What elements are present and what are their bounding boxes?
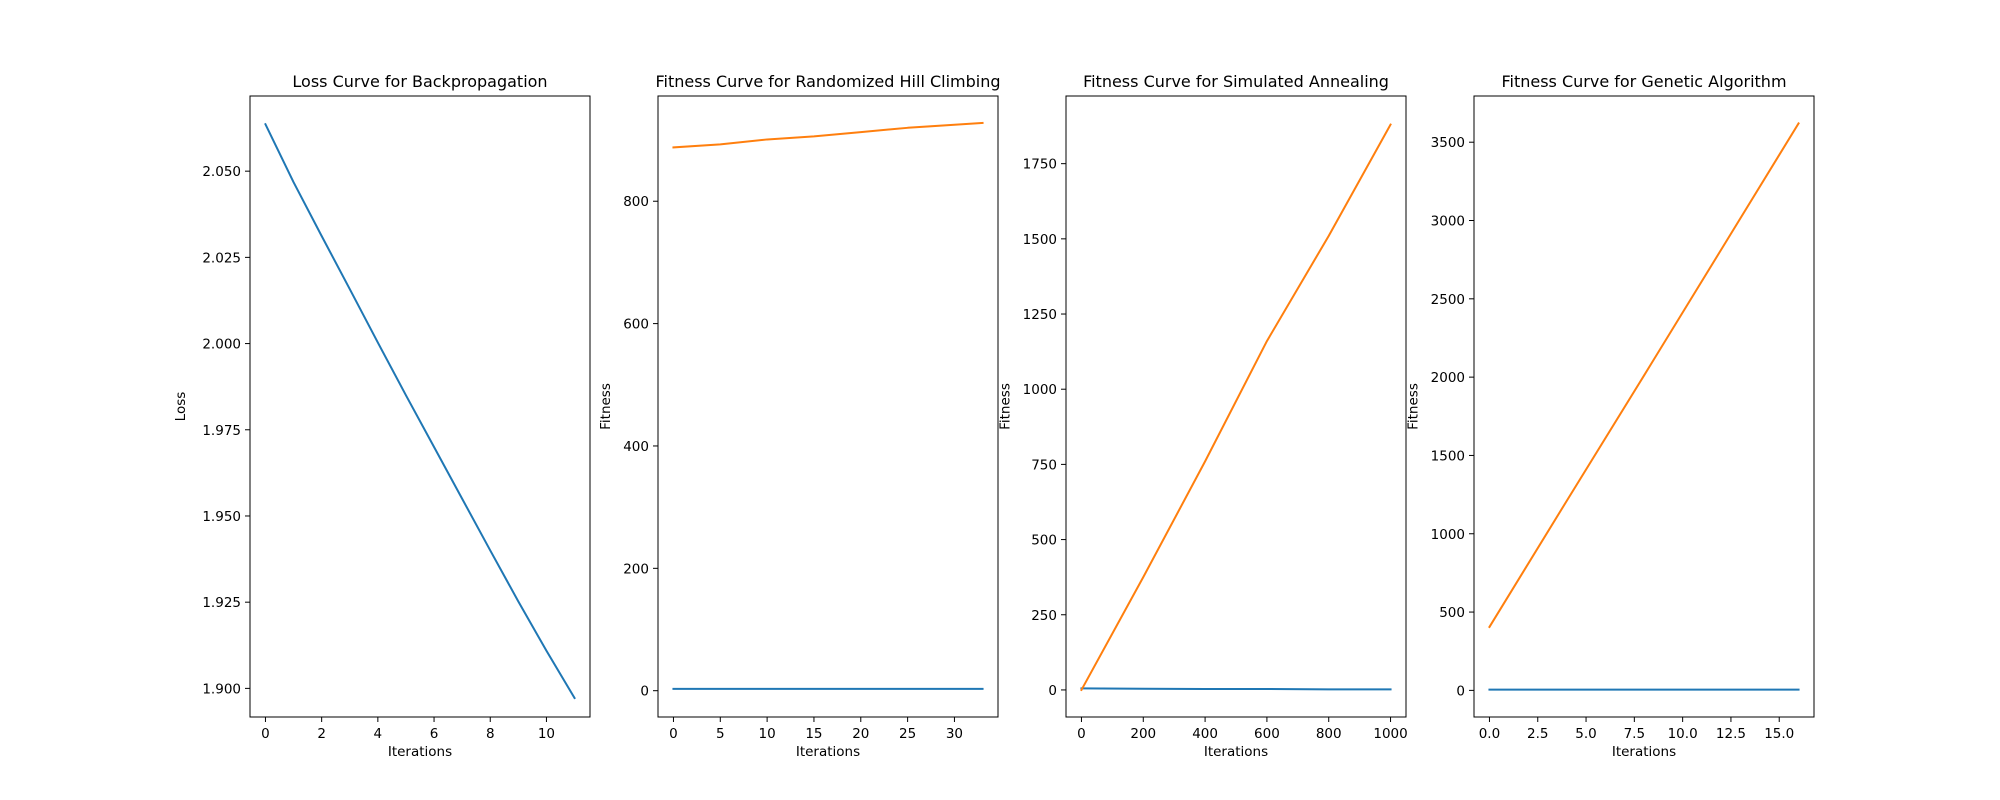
y-tick-label: 2000 <box>1431 370 1465 386</box>
y-tick-label: 1.900 <box>202 681 241 697</box>
x-tick-label: 200 <box>1130 726 1156 742</box>
y-tick-label: 1250 <box>1023 307 1057 323</box>
y-tick-label: 750 <box>1031 457 1057 473</box>
x-tick-label: 400 <box>1192 726 1218 742</box>
y-axis-label: Loss <box>173 392 189 422</box>
x-tick-label: 1000 <box>1373 726 1407 742</box>
x-tick-label: 800 <box>1316 726 1342 742</box>
x-axis-label: Iterations <box>1612 744 1676 760</box>
y-tick-label: 1500 <box>1431 448 1465 464</box>
x-axis-label: Iterations <box>388 744 452 760</box>
x-tick-label: 0 <box>669 726 678 742</box>
plot-frame <box>249 95 591 718</box>
series-line-1 <box>264 122 576 700</box>
x-tick-label: 15.0 <box>1764 726 1794 742</box>
x-tick-label: 4 <box>374 726 383 742</box>
y-tick-label: 1750 <box>1023 157 1057 173</box>
plot-frame <box>1473 95 1815 718</box>
y-tick-label: 500 <box>1031 533 1057 549</box>
series-line-1 <box>1080 687 1392 691</box>
y-tick-label: 200 <box>623 561 649 577</box>
series-line-2 <box>672 121 984 149</box>
x-tick-label: 2 <box>317 726 326 742</box>
chart-title: Fitness Curve for Simulated Annealing <box>1083 72 1389 91</box>
y-tick-label: 500 <box>1439 605 1465 621</box>
y-tick-label: 1.975 <box>202 423 241 439</box>
y-axis-label: Fitness <box>598 383 614 430</box>
x-tick-label: 6 <box>430 726 439 742</box>
x-tick-label: 30 <box>946 726 963 742</box>
y-tick-label: 2.050 <box>202 164 241 180</box>
x-tick-label: 12.5 <box>1716 726 1746 742</box>
y-tick-label: 3000 <box>1431 214 1465 230</box>
y-tick-label: 800 <box>623 194 649 210</box>
x-tick-label: 2.5 <box>1527 726 1548 742</box>
y-tick-label: 0 <box>1456 683 1465 699</box>
chart-title: Fitness Curve for Genetic Algorithm <box>1501 72 1786 91</box>
x-tick-label: 5.0 <box>1575 726 1596 742</box>
chart-title: Loss Curve for Backpropagation <box>292 72 547 91</box>
y-tick-label: 250 <box>1031 608 1057 624</box>
x-tick-label: 0.0 <box>1479 726 1500 742</box>
chart-panel-4: 0.0 2.5 5.0 7.5 10.0 12.5 15.0 0 500 1000 1500 2000… <box>1406 72 1815 760</box>
x-axis-label: Iterations <box>1204 744 1268 760</box>
chart-panel-3: 0 200 400 600 800 1000 0 250 500 750 1000 1250 1500 1… <box>998 72 1408 760</box>
x-tick-label: 600 <box>1254 726 1280 742</box>
y-axis-label: Fitness <box>1406 383 1422 430</box>
x-axis-label: Iterations <box>796 744 860 760</box>
chart-panel-2: 0 5 10 15 20 25 30 0 200 400 600 800 Fitness Curve f… <box>598 72 1000 760</box>
x-tick-label: 0 <box>1077 726 1086 742</box>
y-tick-label: 0 <box>640 684 649 700</box>
series-line-2 <box>1488 122 1800 629</box>
y-tick-label: 1000 <box>1023 382 1057 398</box>
plot-frame <box>1065 95 1407 718</box>
y-tick-label: 0 <box>1048 683 1057 699</box>
x-tick-label: 7.5 <box>1624 726 1645 742</box>
x-tick-label: 10 <box>538 726 555 742</box>
plot-frame <box>657 95 999 718</box>
y-tick-label: 2.000 <box>202 337 241 353</box>
x-tick-label: 25 <box>899 726 916 742</box>
y-tick-label: 1.925 <box>202 595 241 611</box>
y-tick-label: 1500 <box>1023 232 1057 248</box>
y-tick-label: 400 <box>623 439 649 455</box>
y-tick-label: 3500 <box>1431 135 1465 151</box>
series-line-2 <box>1080 123 1392 692</box>
y-tick-label: 2.025 <box>202 250 241 266</box>
y-tick-label: 600 <box>623 317 649 333</box>
y-tick-label: 2500 <box>1431 292 1465 308</box>
x-tick-label: 10 <box>759 726 776 742</box>
x-tick-label: 8 <box>486 726 495 742</box>
x-tick-label: 10.0 <box>1668 726 1698 742</box>
y-tick-label: 1000 <box>1431 527 1465 543</box>
chart-panel-1: 0 2 4 6 8 10 1.900 1.925 1.950 1.975 2.000 2.025 2.0… <box>173 72 591 760</box>
chart-title: Fitness Curve for Randomized Hill Climbi… <box>655 72 1000 91</box>
y-tick-label: 1.950 <box>202 509 241 525</box>
x-tick-label: 5 <box>716 726 725 742</box>
x-tick-label: 20 <box>852 726 869 742</box>
x-tick-label: 0 <box>261 726 270 742</box>
x-tick-label: 15 <box>805 726 822 742</box>
y-axis-label: Fitness <box>998 383 1014 430</box>
